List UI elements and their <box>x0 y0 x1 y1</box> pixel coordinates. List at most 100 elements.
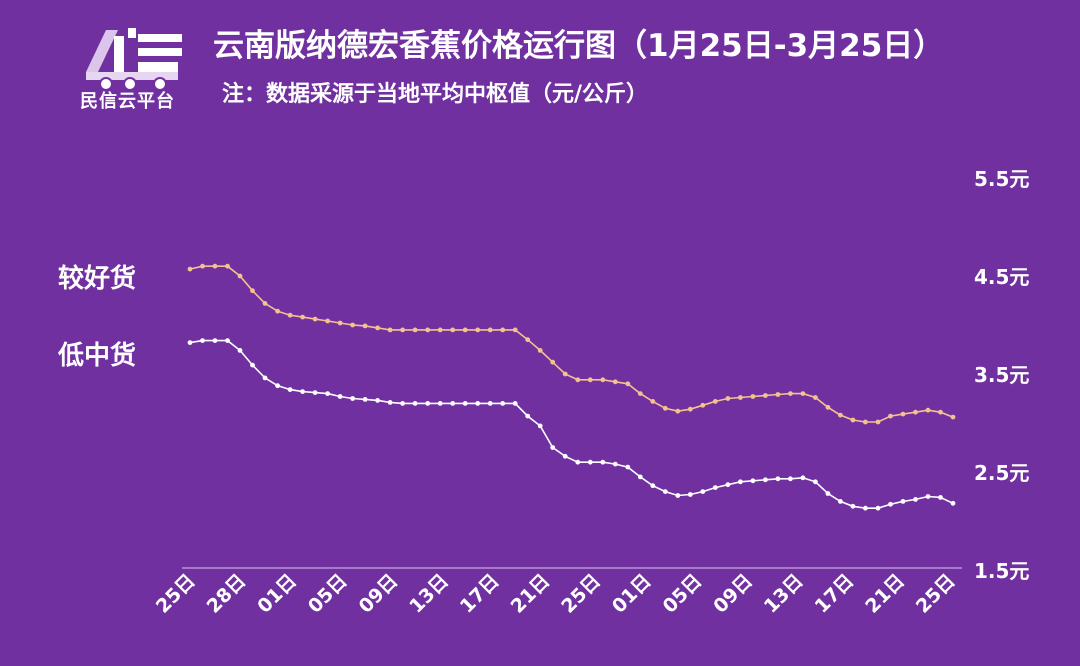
series-better-point <box>212 263 218 269</box>
series-better-point <box>187 266 193 272</box>
series-better-point <box>300 314 305 320</box>
series-better-point <box>838 412 843 418</box>
series-lower-point <box>863 505 868 511</box>
x-tick-label: 01日 <box>608 570 656 618</box>
series-lower-point <box>400 401 405 406</box>
series-lower-point <box>500 401 506 406</box>
series-better-point <box>738 395 743 400</box>
x-tick-label: 21日 <box>861 570 909 618</box>
y-tick-label: 4.5元 <box>974 265 1029 289</box>
series-lower-point <box>212 338 218 343</box>
series-lower-point <box>900 499 906 504</box>
series-lower-point <box>712 485 718 490</box>
series-lower-point <box>612 461 618 467</box>
series-lower-point <box>838 499 843 504</box>
series-better-point <box>275 308 280 314</box>
series-better-point <box>462 327 468 333</box>
series-lower-point <box>813 479 818 485</box>
series-lower-point <box>675 493 681 498</box>
series-better-point <box>375 325 380 331</box>
series-better-point <box>287 312 293 318</box>
series-lower-point <box>187 340 193 345</box>
truck-logo-icon <box>86 28 182 91</box>
series-better-point <box>888 413 893 419</box>
series-better-point <box>450 327 456 333</box>
series-better-point <box>825 404 831 410</box>
series-better-point <box>750 394 756 399</box>
series-better-point <box>312 316 318 322</box>
series-better-point <box>512 327 518 333</box>
series-better-point <box>425 327 431 333</box>
series-better-point <box>500 327 506 333</box>
series-lower-point <box>487 401 493 406</box>
x-tick-label: 21日 <box>507 570 555 618</box>
series-better-point <box>725 396 731 401</box>
series-better-point <box>662 405 668 411</box>
series-better-point <box>612 379 618 385</box>
series-lower-point <box>300 389 305 394</box>
series-lower-point <box>950 500 956 506</box>
series-better-point <box>938 409 943 415</box>
series-lower-point <box>625 464 631 470</box>
series-lower-point <box>775 476 781 482</box>
series-better-point <box>712 399 718 404</box>
series-better-point <box>562 371 568 377</box>
series-better-point <box>600 377 606 383</box>
series-lower-point <box>888 501 893 507</box>
series-lower-point <box>275 383 280 389</box>
series-lower-point <box>925 494 931 499</box>
series-lower-point <box>350 396 355 401</box>
x-tick-label: 25日 <box>557 570 605 618</box>
series-lower-point <box>200 338 205 343</box>
series-better-line <box>189 265 954 423</box>
series-lower-point <box>437 401 443 406</box>
x-tick-label: 28日 <box>203 570 251 618</box>
series-lower-point <box>938 495 943 500</box>
series-lower-point <box>662 489 668 494</box>
series-better-point <box>362 323 368 329</box>
series-label-better: 较好货 <box>58 264 137 294</box>
series-better-point <box>850 417 856 423</box>
x-tick-label: 17日 <box>811 570 859 618</box>
series-better-point <box>925 407 931 413</box>
y-tick-label: 5.5元 <box>974 167 1029 191</box>
series-better-point <box>437 327 443 333</box>
x-tick-label: 05日 <box>304 570 352 618</box>
series-lower-point <box>875 505 881 511</box>
series-lower-point <box>287 387 293 392</box>
series-lower-point <box>687 492 693 497</box>
series-better-point <box>788 391 793 396</box>
series-better-point <box>650 399 656 404</box>
series-lower-point <box>512 401 518 406</box>
series-better-point <box>487 327 493 333</box>
series-lower-point <box>525 413 531 419</box>
series-lower-point <box>475 401 481 406</box>
series-lower-point <box>250 362 255 368</box>
series-better-point <box>225 263 230 269</box>
series-lower-point <box>325 391 330 396</box>
series-lower-point <box>387 400 393 405</box>
series-lower-point <box>425 401 431 406</box>
series-better-point <box>537 348 543 353</box>
series-better-point <box>337 320 343 326</box>
x-tick-label: 25日 <box>152 570 200 618</box>
series-lower-point <box>462 401 468 406</box>
series-better-point <box>587 377 593 383</box>
series-better-point <box>763 393 768 398</box>
y-tick-label: 2.5元 <box>974 461 1029 485</box>
series-better-point <box>387 327 393 333</box>
series-lower-point <box>650 483 656 489</box>
series-lower-point <box>587 459 593 465</box>
series-lower-point <box>700 489 706 494</box>
series-lower-point <box>763 477 768 483</box>
series-lower-point <box>800 475 806 481</box>
x-tick-label: 13日 <box>760 570 808 618</box>
series-better-point <box>675 408 681 414</box>
y-tick-label: 1.5元 <box>974 559 1029 583</box>
logo-text: 民信云平台 <box>80 91 175 112</box>
series-lower-point <box>575 459 581 465</box>
series-lower-point <box>225 338 230 343</box>
series-lower-point <box>362 397 368 402</box>
chart-subtitle: 注：数据采源于当地平均中枢值（元/公斤） <box>222 82 649 107</box>
series-lower-point <box>262 375 268 381</box>
